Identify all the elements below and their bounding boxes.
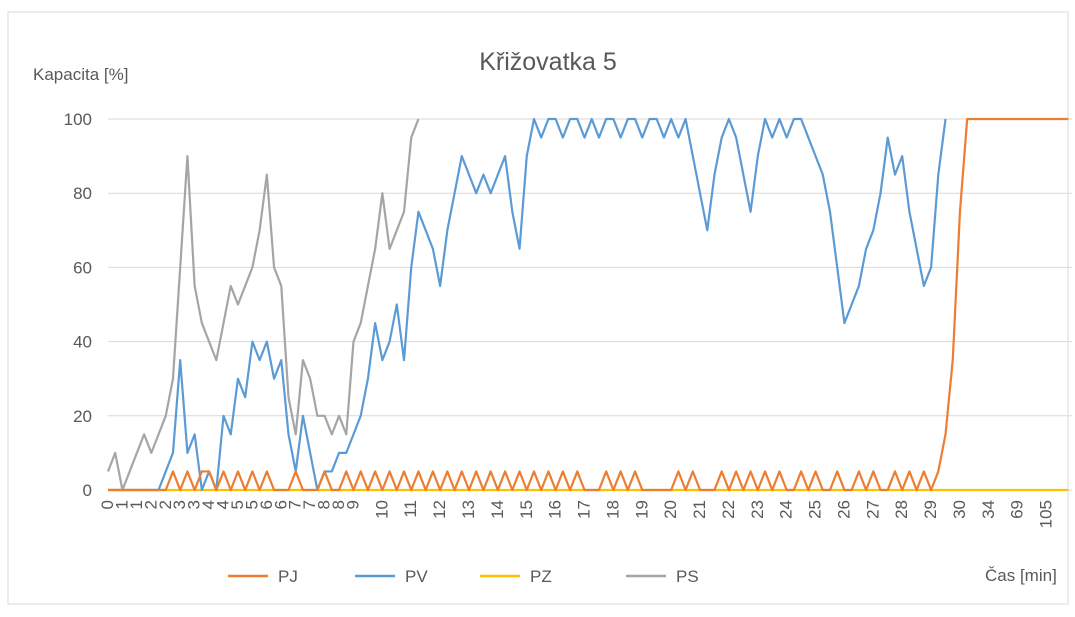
x-tick-label: 105: [1037, 500, 1056, 528]
x-tick-label: 29: [921, 500, 940, 519]
y-tick-label: 20: [73, 407, 92, 426]
x-tick-label: 69: [1008, 500, 1027, 519]
x-tick-label: 7: [286, 500, 305, 509]
x-tick-label: 7: [300, 500, 319, 509]
series-line: [106, 118, 420, 492]
x-tick-label: 1: [112, 500, 131, 509]
x-tick-label: 34: [979, 500, 998, 519]
x-tick-label: 4: [214, 500, 233, 509]
x-tick-label: 20: [661, 500, 680, 519]
x-tick-label: 6: [257, 500, 276, 509]
x-tick-label: 22: [719, 500, 738, 519]
x-tick-label: 24: [777, 500, 796, 519]
x-tick-label: 6: [271, 500, 290, 509]
x-tick-label: 4: [199, 500, 218, 509]
x-tick-label: 19: [632, 500, 651, 519]
x-tick-label: 13: [459, 500, 478, 519]
x-tick-label: 1: [127, 500, 146, 509]
x-tick-label: 5: [228, 500, 247, 509]
legend-label: PZ: [530, 567, 552, 586]
legend-label: PV: [405, 567, 428, 586]
x-tick-label: 9: [343, 500, 362, 509]
x-tick-label: 23: [748, 500, 767, 519]
chart-title: Křižovatka 5: [479, 48, 617, 76]
chart-border: [7, 11, 1069, 605]
x-tick-label: 21: [690, 500, 709, 519]
x-tick-label: 0: [98, 500, 117, 509]
series-line: [108, 117, 947, 492]
x-tick-label: 8: [329, 500, 348, 509]
y-tick-label: 80: [73, 184, 92, 203]
x-tick-label: 15: [517, 500, 536, 519]
x-tick-label: 26: [834, 500, 853, 519]
y-tick-label: 60: [73, 258, 92, 277]
x-tick-label: 3: [170, 500, 189, 509]
x-tick-label: 17: [575, 500, 594, 519]
x-tick-label: 16: [546, 500, 565, 519]
y-tick-label: 40: [73, 333, 92, 352]
x-tick-label: 2: [141, 500, 160, 509]
x-tick-label: 25: [806, 500, 825, 519]
x-tick-label: 14: [488, 500, 507, 519]
x-tick-label: 12: [430, 500, 449, 519]
x-tick-label: 18: [603, 500, 622, 519]
y-tick-label: 0: [83, 481, 92, 500]
x-axis-title: Čas [min]: [985, 566, 1057, 585]
x-tick-label: 11: [401, 500, 420, 518]
x-tick-label: 30: [950, 500, 969, 519]
series-line: [108, 117, 1069, 492]
x-tick-label: 2: [156, 500, 175, 509]
x-tick-label: 8: [315, 500, 334, 509]
x-tick-label: 5: [242, 500, 261, 509]
legend-label: PJ: [278, 567, 298, 586]
x-tick-label: 27: [863, 500, 882, 519]
y-tick-label: 100: [64, 110, 92, 129]
x-tick-label: 10: [372, 500, 391, 519]
x-tick-label: 28: [892, 500, 911, 519]
y-axis-title: Kapacita [%]: [33, 65, 128, 84]
x-tick-label: 3: [185, 500, 204, 509]
legend-label: PS: [676, 567, 699, 586]
